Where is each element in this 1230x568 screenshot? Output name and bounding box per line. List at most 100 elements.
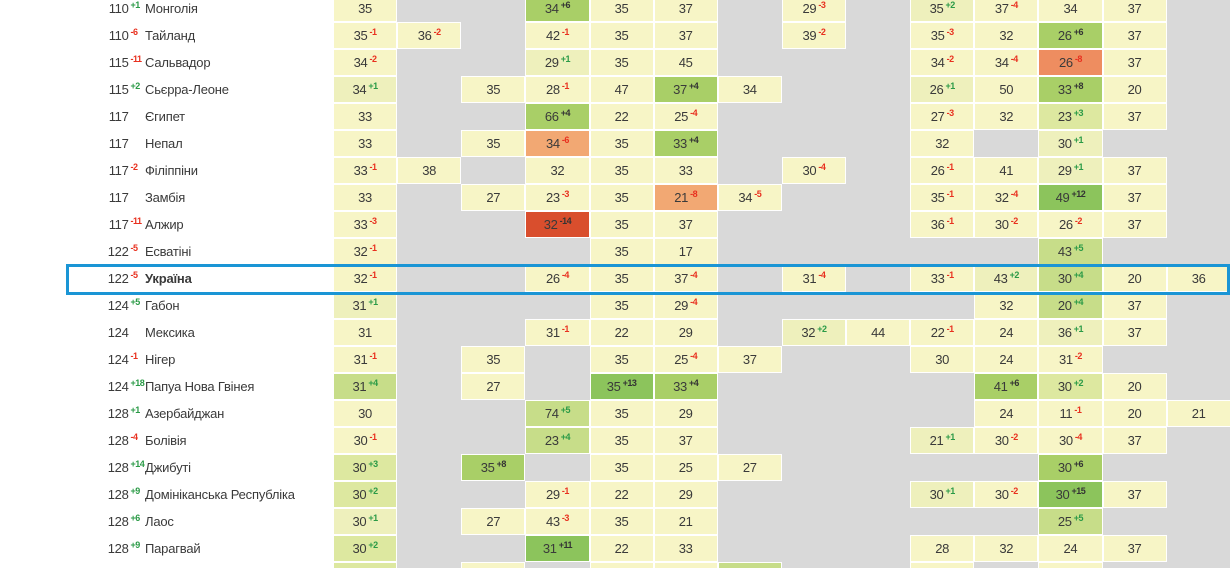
score-cell: 31: [333, 319, 398, 346]
score-value: 39: [802, 28, 817, 43]
table-row[interactable]: 128 +9 Парагвай 30 +2 31 +11 22 33 28 32 24 37: [0, 535, 1230, 562]
score-cell: [1038, 562, 1103, 568]
score-change: +1: [1073, 161, 1084, 172]
score-value: 35: [480, 460, 495, 475]
score-cell: [653, 562, 718, 568]
score-cell: 37: [653, 22, 718, 49]
table-row[interactable]: 128 +14 Джибуті 30 +3 35 +8 35 25 27 30 +6: [0, 454, 1230, 481]
table-row[interactable]: 124 +18 Папуа Нова Гвінея 31 +4 27 35 +13 33 +4…: [0, 373, 1230, 400]
score-cell: [846, 211, 910, 238]
table-row[interactable]: 128 -4 Болівія 30 -1 23 +4 35 37 21 +1 30 -2 30 -4 37: [0, 427, 1230, 454]
score-cell: [846, 508, 910, 535]
table-row[interactable]: 115 +2 Сьєрра-Леоне 34 +1 35 28 -1 47 37 +4 34 26 +…: [0, 76, 1230, 103]
score-cell: [461, 400, 525, 427]
rank-value: 110: [108, 28, 129, 43]
table-row[interactable]: 115 -11 Сальвадор 34 -2 29 +1 35 45 34 -2 34 -4 26-…: [0, 49, 1230, 76]
score-cell: 66 +4: [525, 103, 590, 130]
score-change: -1: [561, 26, 570, 37]
score-cells: 30 +1 27 43 -3 35 21 25 +5: [333, 508, 1230, 535]
rank-value: 124: [107, 325, 129, 340]
score-cell: 17: [653, 238, 718, 265]
score-change: +13: [622, 377, 637, 388]
score-cell: 35: [589, 400, 654, 427]
score-value: 33: [358, 190, 372, 205]
score-value: 31: [802, 271, 817, 286]
score-cell: 32 +2: [781, 319, 846, 346]
score-cell: 37: [1102, 0, 1167, 22]
table-row[interactable]: 117 Єгипет 33 66 +4 22 25 -4 27 -3 32 23 +3 37: [0, 103, 1230, 130]
score-change: +3: [368, 458, 378, 469]
table-row[interactable]: 110 +1 Монголія 35 34 +6 35 37 29 -3 35 +2 37 -4 34 3…: [0, 0, 1230, 22]
score-cell: [397, 400, 461, 427]
table-row[interactable]: 117 Замбія 33 27 23 -3 35 21 -8 34 -5 35 -1 32 -4 49 +…: [0, 184, 1230, 211]
table-row[interactable]: 117 -11 Алжир 33 -3 32 -14 35 37 36 -1 30 -2 26 -2 37: [0, 211, 1230, 238]
rank-change: -11: [130, 215, 143, 226]
score-cell: 37: [1102, 292, 1167, 319]
table-row[interactable]: 128 +1 Азербайджан 30 74 +5 35 29 24 11 -1 20 21: [0, 400, 1230, 427]
score-cells: 30 +2 31 +11 22 33 28 32 24 37: [333, 535, 1230, 562]
score-cell: [782, 211, 846, 238]
rank-cell: 117 -11: [86, 211, 145, 238]
score-change: -6: [561, 134, 570, 145]
table-row[interactable]: 122 -5 Україна 32 -1 26 -4 35 37 -4 31 -4 33 -1 43 +2…: [0, 265, 1230, 292]
score-value: 35: [358, 1, 372, 16]
score-change: +1: [368, 296, 378, 307]
score-cell: 30 +6: [1038, 454, 1103, 481]
score-cell: 32: [910, 130, 975, 157]
score-change: -1: [561, 80, 570, 91]
score-change: -2: [1074, 350, 1083, 361]
score-cell: 30 +2: [333, 535, 398, 562]
score-cell: 35: [589, 184, 654, 211]
score-value: 26: [930, 163, 945, 178]
score-cells: 35 34 +6 35 37 29 -3 35 +2 37 -4 34 37: [333, 0, 1230, 22]
score-cell: 33 +4: [653, 130, 718, 157]
score-value: 23: [544, 433, 559, 448]
score-cells: 33 66 +4 22 25 -4 27 -3 32 23 +3 37: [333, 103, 1230, 130]
score-cell: 28 -1: [525, 76, 590, 103]
score-cell: [846, 562, 910, 568]
score-cell: 32: [525, 157, 590, 184]
rank-value: 115: [108, 82, 129, 97]
table-row[interactable]: 122 -5 Есватіні 32 -1 35 17 43 +5: [0, 238, 1230, 265]
score-cell: 28: [910, 535, 975, 562]
score-change: +2: [368, 485, 378, 496]
score-cell: [1167, 211, 1230, 238]
score-cell: [1167, 292, 1230, 319]
score-cell: 32 -4: [974, 184, 1039, 211]
score-cell: 30 -2: [974, 427, 1039, 454]
score-cell: 22: [589, 535, 654, 562]
table-row[interactable]: 124 -1 Нігер 31 -1 35 35 25 -4 37 30 24 31 -2: [0, 346, 1230, 373]
score-change: -5: [754, 188, 762, 199]
table-row[interactable]: 128 +6 Лаос 30 +1 27 43 -3 35 21 25 +5: [0, 508, 1230, 535]
score-cell: 20: [1102, 76, 1167, 103]
score-value: 35: [614, 217, 629, 232]
score-cell: [397, 319, 461, 346]
country-name: Тайланд: [145, 28, 196, 43]
score-value: 30: [1055, 487, 1070, 502]
score-cell: [397, 211, 461, 238]
score-cell: 35: [589, 346, 654, 373]
table-row[interactable]: 124 +5 Габон 31 +1 35 29 -4 32 20 +4 37: [0, 292, 1230, 319]
score-cell: 30 -4: [1038, 427, 1103, 454]
score-cell: 33 -3: [333, 211, 398, 238]
score-cell: 27: [461, 508, 526, 535]
rank-cell: 122 -5: [86, 265, 145, 292]
score-value: 27: [486, 379, 501, 394]
rank-change: +6: [130, 512, 141, 523]
score-value: 32: [801, 325, 816, 340]
score-change: +8: [1073, 80, 1084, 91]
score-cell: [718, 211, 782, 238]
table-row[interactable]: 110 -6 Тайланд 35 -1 36 -2 42 -1 35 37 39 -2 35 -3 32…: [0, 22, 1230, 49]
score-cell: 24: [974, 346, 1039, 373]
rank-change: +18: [130, 377, 145, 388]
rank-value: 124: [107, 352, 129, 367]
score-value: 32: [353, 244, 368, 259]
table-row[interactable]: 117 Непал 33 35 34 -6 35 33 +4 32 30 +1: [0, 130, 1230, 157]
score-cell: 36 -2: [397, 22, 462, 49]
score-cell: [397, 292, 461, 319]
score-cell: 35: [461, 346, 526, 373]
table-row[interactable]: 117 -2 Філіппіни 33 -1 38 32 35 33 30 -4 26 -1 41 29…: [0, 157, 1230, 184]
table-row[interactable]: 124 Мексика 31 31 -1 22 29 32 +2 44 22 -1 24 36 +1 37: [0, 319, 1230, 346]
table-row[interactable]: 128 +9 Домініканська Республіка 30 +2 29 -1 2…: [0, 481, 1230, 508]
score-value: 34: [930, 55, 945, 70]
